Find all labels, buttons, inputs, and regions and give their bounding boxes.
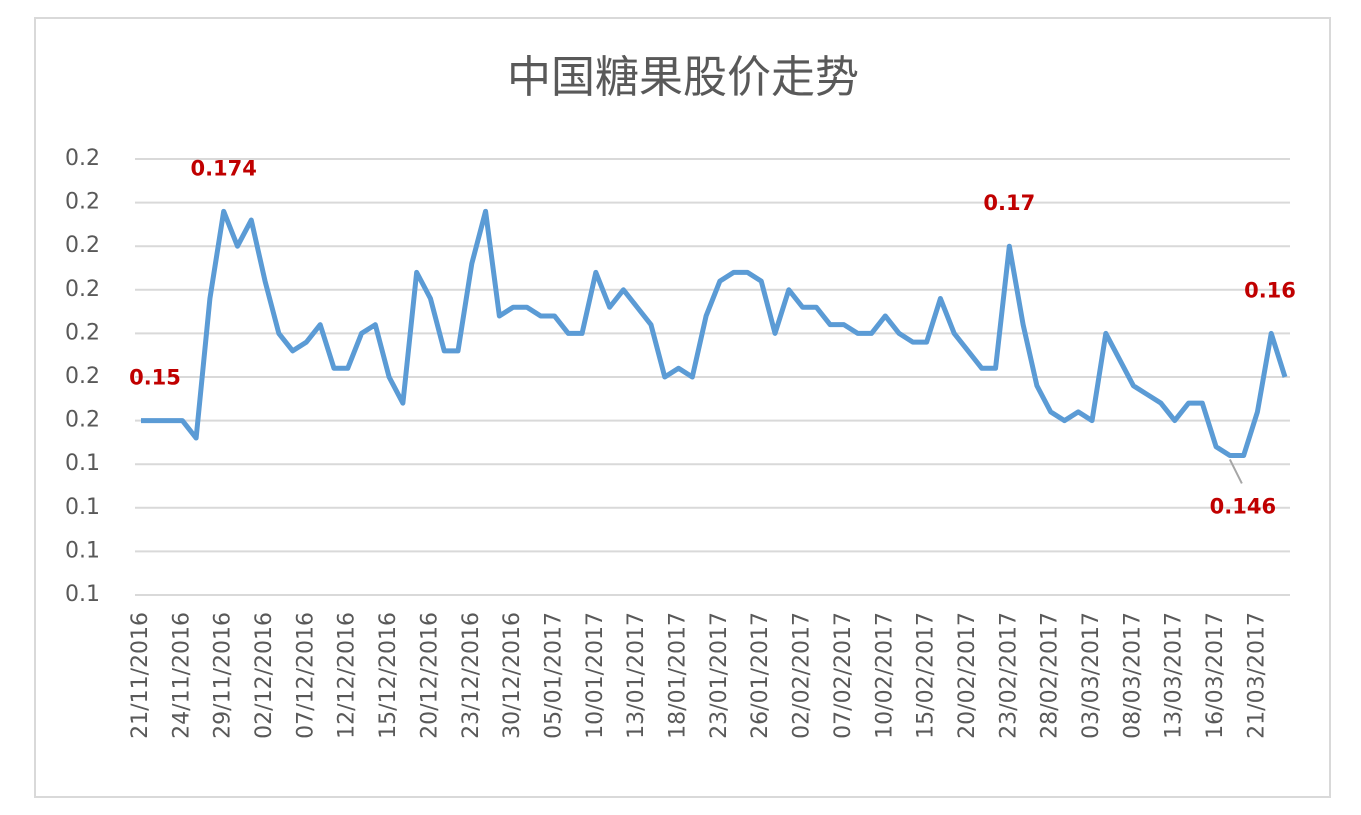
- y-tick-label: 0.2: [65, 233, 100, 258]
- y-tick-label: 0.2: [65, 364, 100, 389]
- x-tick-label: 18/01/2017: [666, 612, 691, 739]
- data-label: 0.15: [129, 366, 181, 390]
- label-leader: [1228, 459, 1243, 484]
- x-tick-label: 28/02/2017: [1038, 612, 1063, 739]
- x-tick-label: 07/12/2016: [293, 612, 318, 739]
- y-tick-label: 0.1: [65, 451, 100, 476]
- y-tick-label: 0.2: [65, 320, 100, 345]
- x-tick-label: 21/03/2017: [1244, 612, 1269, 739]
- x-tick-label: 20/02/2017: [955, 612, 980, 739]
- data-label: 0.17: [983, 191, 1035, 215]
- x-tick-label: 10/02/2017: [872, 612, 897, 739]
- chart-frame: [34, 17, 1331, 798]
- x-tick-label: 29/11/2016: [211, 612, 236, 739]
- x-tick-label: 23/12/2016: [459, 612, 484, 739]
- data-label: 0.174: [190, 156, 256, 180]
- x-tick-label: 24/11/2016: [169, 612, 194, 739]
- x-tick-label: 20/12/2016: [417, 612, 442, 739]
- data-label: 0.16: [1244, 278, 1296, 302]
- x-tick-label: 15/12/2016: [376, 612, 401, 739]
- chart-title: 中国糖果股价走势: [507, 52, 859, 103]
- x-tick-label: 03/03/2017: [1079, 612, 1104, 739]
- y-tick-label: 0.1: [65, 495, 100, 520]
- y-tick-label: 0.2: [65, 408, 100, 433]
- x-tick-label: 26/01/2017: [748, 612, 773, 739]
- x-tick-label: 12/12/2016: [335, 612, 360, 739]
- data-label: 0.146: [1210, 494, 1276, 518]
- x-tick-label: 15/02/2017: [914, 612, 939, 739]
- y-tick-label: 0.2: [65, 190, 100, 215]
- x-tick-label: 30/12/2016: [500, 612, 525, 739]
- x-tick-label: 13/01/2017: [624, 612, 649, 739]
- x-tick-label: 02/12/2016: [252, 612, 277, 739]
- x-tick-label: 07/02/2017: [831, 612, 856, 739]
- y-tick-label: 0.2: [65, 146, 100, 171]
- price-line: [141, 208, 1288, 458]
- x-tick-label: 02/02/2017: [790, 612, 815, 739]
- y-tick-label: 0.1: [65, 538, 100, 563]
- x-tick-label: 23/02/2017: [996, 612, 1021, 739]
- y-tick-label: 0.2: [65, 277, 100, 302]
- x-tick-label: 16/03/2017: [1203, 612, 1228, 739]
- y-tick-label: 0.1: [65, 582, 100, 607]
- x-tick-label: 21/11/2016: [128, 612, 153, 739]
- x-tick-label: 05/01/2017: [541, 612, 566, 739]
- x-tick-label: 10/01/2017: [583, 612, 608, 739]
- x-tick-label: 08/03/2017: [1120, 612, 1145, 739]
- x-tick-label: 13/03/2017: [1162, 612, 1187, 739]
- x-tick-label: 23/01/2017: [707, 612, 732, 739]
